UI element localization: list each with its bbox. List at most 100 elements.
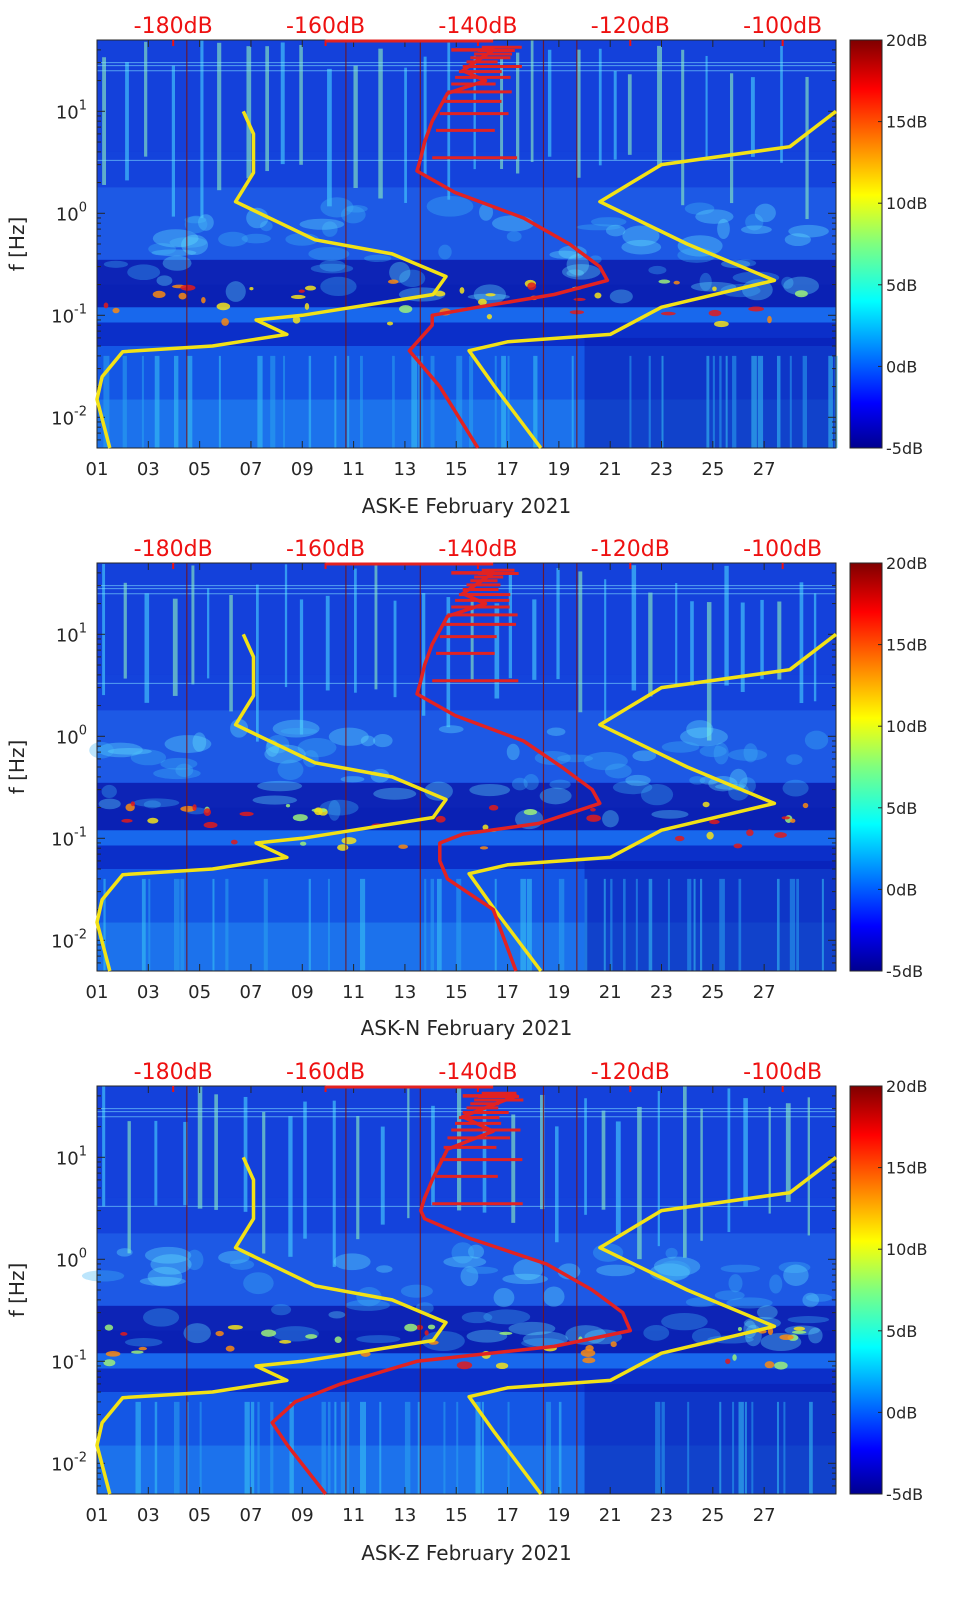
x-tick-label: 17	[496, 459, 519, 480]
spectrogram-glow	[164, 735, 212, 753]
spectrogram-glow	[557, 754, 594, 763]
spectrogram-glow	[443, 1256, 487, 1268]
spectrogram-glow	[549, 250, 580, 259]
spectrogram-glow	[192, 732, 207, 752]
spectrogram-glow	[661, 1313, 708, 1331]
spectrogram-hotspot	[764, 1361, 775, 1369]
spectrogram-band	[97, 259, 836, 285]
spectrogram-band	[97, 284, 836, 308]
colorbar-tick-label: 20dB	[886, 1077, 928, 1096]
top-db-tick-label: -180dB	[134, 537, 213, 562]
y-tick-exponent: 0	[79, 200, 87, 215]
spectrogram-glow	[438, 725, 464, 734]
spectrogram-hotspot	[580, 1349, 596, 1357]
spectrogram-glow	[640, 783, 674, 806]
spectrogram-lowfreq-patch	[186, 355, 193, 448]
spectrogram-hotspot	[304, 303, 310, 310]
spectrogram-burst	[102, 57, 107, 185]
spectrogram-lowfreq-patch	[135, 1401, 141, 1494]
spectrogram-burst	[516, 52, 520, 174]
spectrogram-glow	[546, 727, 566, 736]
x-tick-label: 23	[650, 459, 673, 480]
spectrogram-burst	[675, 583, 678, 686]
spectrogram-lowfreq-patch	[789, 878, 796, 971]
spectrogram-hotspot	[478, 298, 487, 306]
top-db-tick-label: -140dB	[438, 537, 517, 562]
spectrogram-glow	[218, 1250, 250, 1264]
spectrogram-lowfreq-patch	[456, 878, 462, 971]
spectrogram-glow	[787, 1316, 830, 1324]
colorbar-bar	[849, 1085, 883, 1495]
spectrogram-glow	[511, 777, 528, 791]
spectrogram-glow	[299, 218, 345, 230]
spectrogram-glow	[424, 781, 453, 801]
spectrogram-hotspot	[216, 302, 231, 311]
x-tick-label: 05	[188, 1505, 211, 1526]
spectrogram-glow	[320, 276, 357, 297]
spectrogram-lowfreq-patch	[180, 878, 185, 971]
spectrogram-burst	[243, 1096, 248, 1212]
spectrogram-glow	[782, 779, 809, 797]
spectrogram-glow	[492, 215, 535, 232]
spectrogram-glow	[272, 719, 320, 738]
colorbar-tick-label: 10dB	[886, 717, 928, 736]
spectrogram-hotspot	[582, 1357, 596, 1364]
spectrogram-band	[97, 1305, 836, 1331]
spectrogram-glow	[340, 206, 366, 224]
spectrogram-glow	[576, 224, 621, 231]
top-db-tick-label: -160dB	[286, 1060, 365, 1085]
spectrogram-burst	[262, 1111, 266, 1254]
spectrogram-lowfreq-patch	[141, 355, 144, 448]
spectrogram-glow	[466, 1329, 508, 1343]
spectrogram-band	[97, 1330, 836, 1354]
x-tick-label: 23	[650, 982, 673, 1003]
spectrogram-burst	[813, 593, 817, 702]
y-tick-label: 101	[56, 98, 87, 123]
spectrogram-hotspot	[285, 803, 291, 808]
spectrogram-burst	[246, 46, 252, 179]
spectrogram-hotspot	[456, 1361, 473, 1370]
spectrogram-lowfreq-patch	[776, 878, 780, 971]
spectrogram-glow	[322, 221, 338, 237]
spectrogram-glow	[805, 1293, 833, 1302]
spectrogram-burst	[125, 62, 129, 181]
spectrogram-hotspot	[610, 1341, 617, 1348]
spectrogram-glow	[148, 243, 176, 255]
spectrogram-hotspot	[337, 844, 349, 851]
spectrogram-glow	[241, 233, 271, 244]
spectrogram-lowfreq-patch	[430, 355, 435, 448]
top-db-tick-label: -180dB	[134, 14, 213, 39]
spectrogram-dark-region	[584, 1383, 836, 1494]
spectrogram-glow	[124, 1338, 163, 1347]
spectrogram-lowfreq-patch	[501, 355, 506, 448]
x-axis-label: ASK-N February 2021	[361, 1016, 573, 1040]
spectrogram-glow	[713, 742, 729, 765]
spectrogram-burst	[576, 49, 581, 178]
spectrogram-burst	[288, 1116, 293, 1257]
spectrogram-glow	[198, 214, 214, 231]
y-tick-label: 101	[56, 621, 87, 646]
spectrogram-lowfreq-patch	[308, 355, 312, 448]
spectrogram-glow	[153, 767, 201, 780]
spectrogram-hotspot	[488, 804, 499, 811]
x-tick-label: 01	[86, 1505, 109, 1526]
spectrogram-hotspot	[215, 1330, 224, 1337]
spectrogram-lowfreq-patch	[360, 355, 363, 448]
spectrogram-glow	[373, 787, 417, 800]
spectrogram-glow	[665, 1247, 678, 1259]
spectrogram-burst	[598, 48, 602, 166]
spectrogram-lowfreq-patch	[738, 878, 742, 971]
spectrogram-hotspot	[658, 279, 671, 284]
spectrogram-lowfreq-patch	[571, 355, 574, 448]
spectrogram-glow	[781, 276, 794, 289]
spectrogram-glow	[162, 255, 192, 271]
spectrogram-lowfreq-patch	[141, 878, 146, 971]
colorbar: 20dB 15dB 10dB 5dB 0dB -5dB	[849, 1077, 928, 1504]
spectrogram-lowfreq-patch	[379, 1401, 382, 1494]
spectrogram-glow	[400, 1284, 433, 1298]
spectrogram-hotspot	[427, 1324, 436, 1330]
spectrogram-glow	[808, 1327, 823, 1344]
spectrogram-hotspot	[586, 814, 601, 822]
y-tick-exponent: -2	[74, 1450, 87, 1465]
